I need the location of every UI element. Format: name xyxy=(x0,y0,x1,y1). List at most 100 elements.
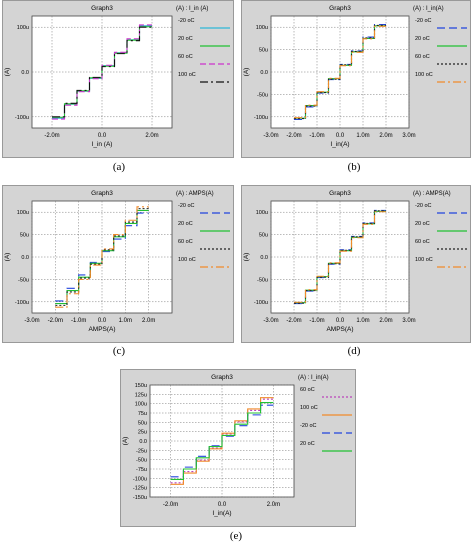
series-line xyxy=(170,402,274,480)
y-tick-label: -100u xyxy=(254,300,268,306)
legend-label: 60 oC xyxy=(178,239,193,245)
y-axis-label: (A) xyxy=(243,68,250,77)
y-tick-label: 50u xyxy=(259,48,268,54)
legend-label: 20 oC xyxy=(178,221,193,227)
y-tick-label: 100u xyxy=(17,25,29,31)
legend-label: 100 oC xyxy=(415,72,433,78)
y-tick-label: 25u xyxy=(138,430,147,436)
x-tick-label: 1.0m xyxy=(119,318,132,324)
caption-c: (c) xyxy=(112,345,126,357)
x-tick-label: 0.0 xyxy=(336,318,345,324)
legend-label: 20 oC xyxy=(415,221,430,227)
x-tick-label: 0.0 xyxy=(218,502,227,508)
series-line xyxy=(294,211,386,303)
x-tick-label: -3.0m xyxy=(24,318,39,324)
y-tick-label: 50u xyxy=(20,233,29,239)
y-axis-label: (A) xyxy=(243,253,250,262)
legend-label: -20 oC xyxy=(178,203,195,209)
legend-header: (A) : AMPS(A) xyxy=(413,191,451,197)
x-tick-label: -3.0m xyxy=(263,318,278,324)
y-tick-label: 100u xyxy=(17,210,29,216)
x-tick-label: 3.0m xyxy=(402,133,415,139)
x-tick-label: -1.0m xyxy=(309,133,324,139)
y-tick-label: 100u xyxy=(256,25,268,31)
x-tick-label: -1.0m xyxy=(71,318,86,324)
y-tick-label: 100u xyxy=(256,210,268,216)
chart-panel-a: Graph3 -2.0m 0.0 2.0m 100u 0.0 -100u I_in (A) (A… xyxy=(2,0,234,158)
y-tick-label: 0.0 xyxy=(260,70,268,76)
legend-label: 20 oC xyxy=(415,36,430,42)
chart-panel-b: Graph3 -3.0m -2.0m -1.0m 0.0 1.0m 2.0m 3.0m 100u… xyxy=(241,0,471,158)
caption-d: (d) xyxy=(347,345,361,357)
chart-svg-a: Graph3 -2.0m 0.0 2.0m 100u 0.0 -100u I_in (A) (A… xyxy=(2,0,234,158)
legend-label: -20 oC xyxy=(415,18,432,24)
y-axis-label: (A) xyxy=(122,437,129,446)
series-line xyxy=(294,23,386,121)
chart-title: Graph3 xyxy=(91,190,113,197)
chart-svg-e: Graph3 -2.0m 0.0 2.0m 150u 125u 100u 75u 50u 25u 0… xyxy=(120,369,356,527)
y-tick-label: 150u xyxy=(135,383,147,389)
y-tick-label: 125u xyxy=(135,392,147,398)
y-tick-label: 0.0 xyxy=(260,255,268,261)
y-tick-label: -100u xyxy=(254,115,268,121)
chart-title: Graph3 xyxy=(329,190,351,197)
y-axis-label: (A) xyxy=(4,68,11,77)
legend-label: 60 oC xyxy=(178,54,193,60)
x-axis-label: AMPS(A) xyxy=(88,326,115,333)
x-tick-label: 2.0m xyxy=(145,133,158,139)
series-line xyxy=(52,26,152,118)
y-tick-label: -150u xyxy=(133,495,147,501)
chart-svg-d: Graph3 -3.0m -2.0m -1.0m 0.0 1.0m 2.0m 3.0m 100u… xyxy=(241,185,471,343)
chart-title: Graph3 xyxy=(211,374,233,381)
caption-b: (b) xyxy=(347,161,361,173)
y-tick-label: -100u xyxy=(15,115,29,121)
x-tick-label: -2.0m xyxy=(48,318,63,324)
legend-label: -20 oC xyxy=(415,203,432,209)
x-tick-label: -2.0m xyxy=(163,502,178,508)
y-tick-label: -125u xyxy=(133,486,147,492)
y-tick-label: -100u xyxy=(133,476,147,482)
x-axis-label: I_in(A) xyxy=(212,510,231,517)
x-tick-label: 2.0m xyxy=(267,502,280,508)
x-axis-label: I_in (A) xyxy=(92,141,113,148)
x-tick-label: -3.0m xyxy=(263,133,278,139)
legend-header: (A) : AMPS(A) xyxy=(176,191,214,197)
chart-svg-c: Graph3 -3.0m -2.0m -1.0m 0.0 1.0m 2.0m 100u 50u 0… xyxy=(2,185,234,343)
x-tick-label: 2.0m xyxy=(379,318,392,324)
chart-panel-e: Graph3 -2.0m 0.0 2.0m 150u 125u 100u 75u 50u 25u 0… xyxy=(120,369,356,527)
legend-label: 20 oC xyxy=(178,36,193,42)
legend-header: (A) : I_in(A) xyxy=(413,6,444,12)
legend-header: (A) : I_in(A) xyxy=(298,375,329,381)
legend-label: 100 oC xyxy=(178,257,196,263)
x-tick-label: 0.0 xyxy=(98,318,107,324)
y-tick-label: -50u xyxy=(18,277,29,283)
caption-e: (e) xyxy=(229,530,243,542)
y-tick-label: 50u xyxy=(259,233,268,239)
legend-label: 60 oC xyxy=(300,387,315,393)
legend-label: 100 oC xyxy=(415,257,433,263)
chart-panel-c: Graph3 -3.0m -2.0m -1.0m 0.0 1.0m 2.0m 100u 50u 0… xyxy=(2,185,234,343)
legend-label: -20 oC xyxy=(300,423,317,429)
x-tick-label: 1.0m xyxy=(356,133,369,139)
y-tick-label: -50u xyxy=(257,92,268,98)
y-axis-label: (A) xyxy=(4,253,11,262)
y-tick-label: -75u xyxy=(136,467,147,473)
legend-label: 100 oC xyxy=(300,405,318,411)
y-tick-label: -50u xyxy=(136,458,147,464)
y-tick-label: -50u xyxy=(257,277,268,283)
x-tick-label: 1.0m xyxy=(356,318,369,324)
y-tick-label: 50u xyxy=(138,420,147,426)
chart-title: Graph3 xyxy=(329,5,351,12)
x-tick-label: 2.0m xyxy=(379,133,392,139)
chart-title: Graph3 xyxy=(91,5,113,12)
x-tick-label: -2.0m xyxy=(44,133,59,139)
x-tick-label: 0.0 xyxy=(336,133,345,139)
x-tick-label: -2.0m xyxy=(286,318,301,324)
y-tick-label: -100u xyxy=(15,300,29,306)
chart-svg-b: Graph3 -3.0m -2.0m -1.0m 0.0 1.0m 2.0m 3.0m 100u… xyxy=(241,0,471,158)
x-tick-label: 2.0m xyxy=(142,318,155,324)
x-axis-label: I_in(A) xyxy=(330,141,349,148)
x-tick-label: -1.0m xyxy=(309,318,324,324)
series-line xyxy=(52,24,152,120)
x-tick-label: -2.0m xyxy=(286,133,301,139)
